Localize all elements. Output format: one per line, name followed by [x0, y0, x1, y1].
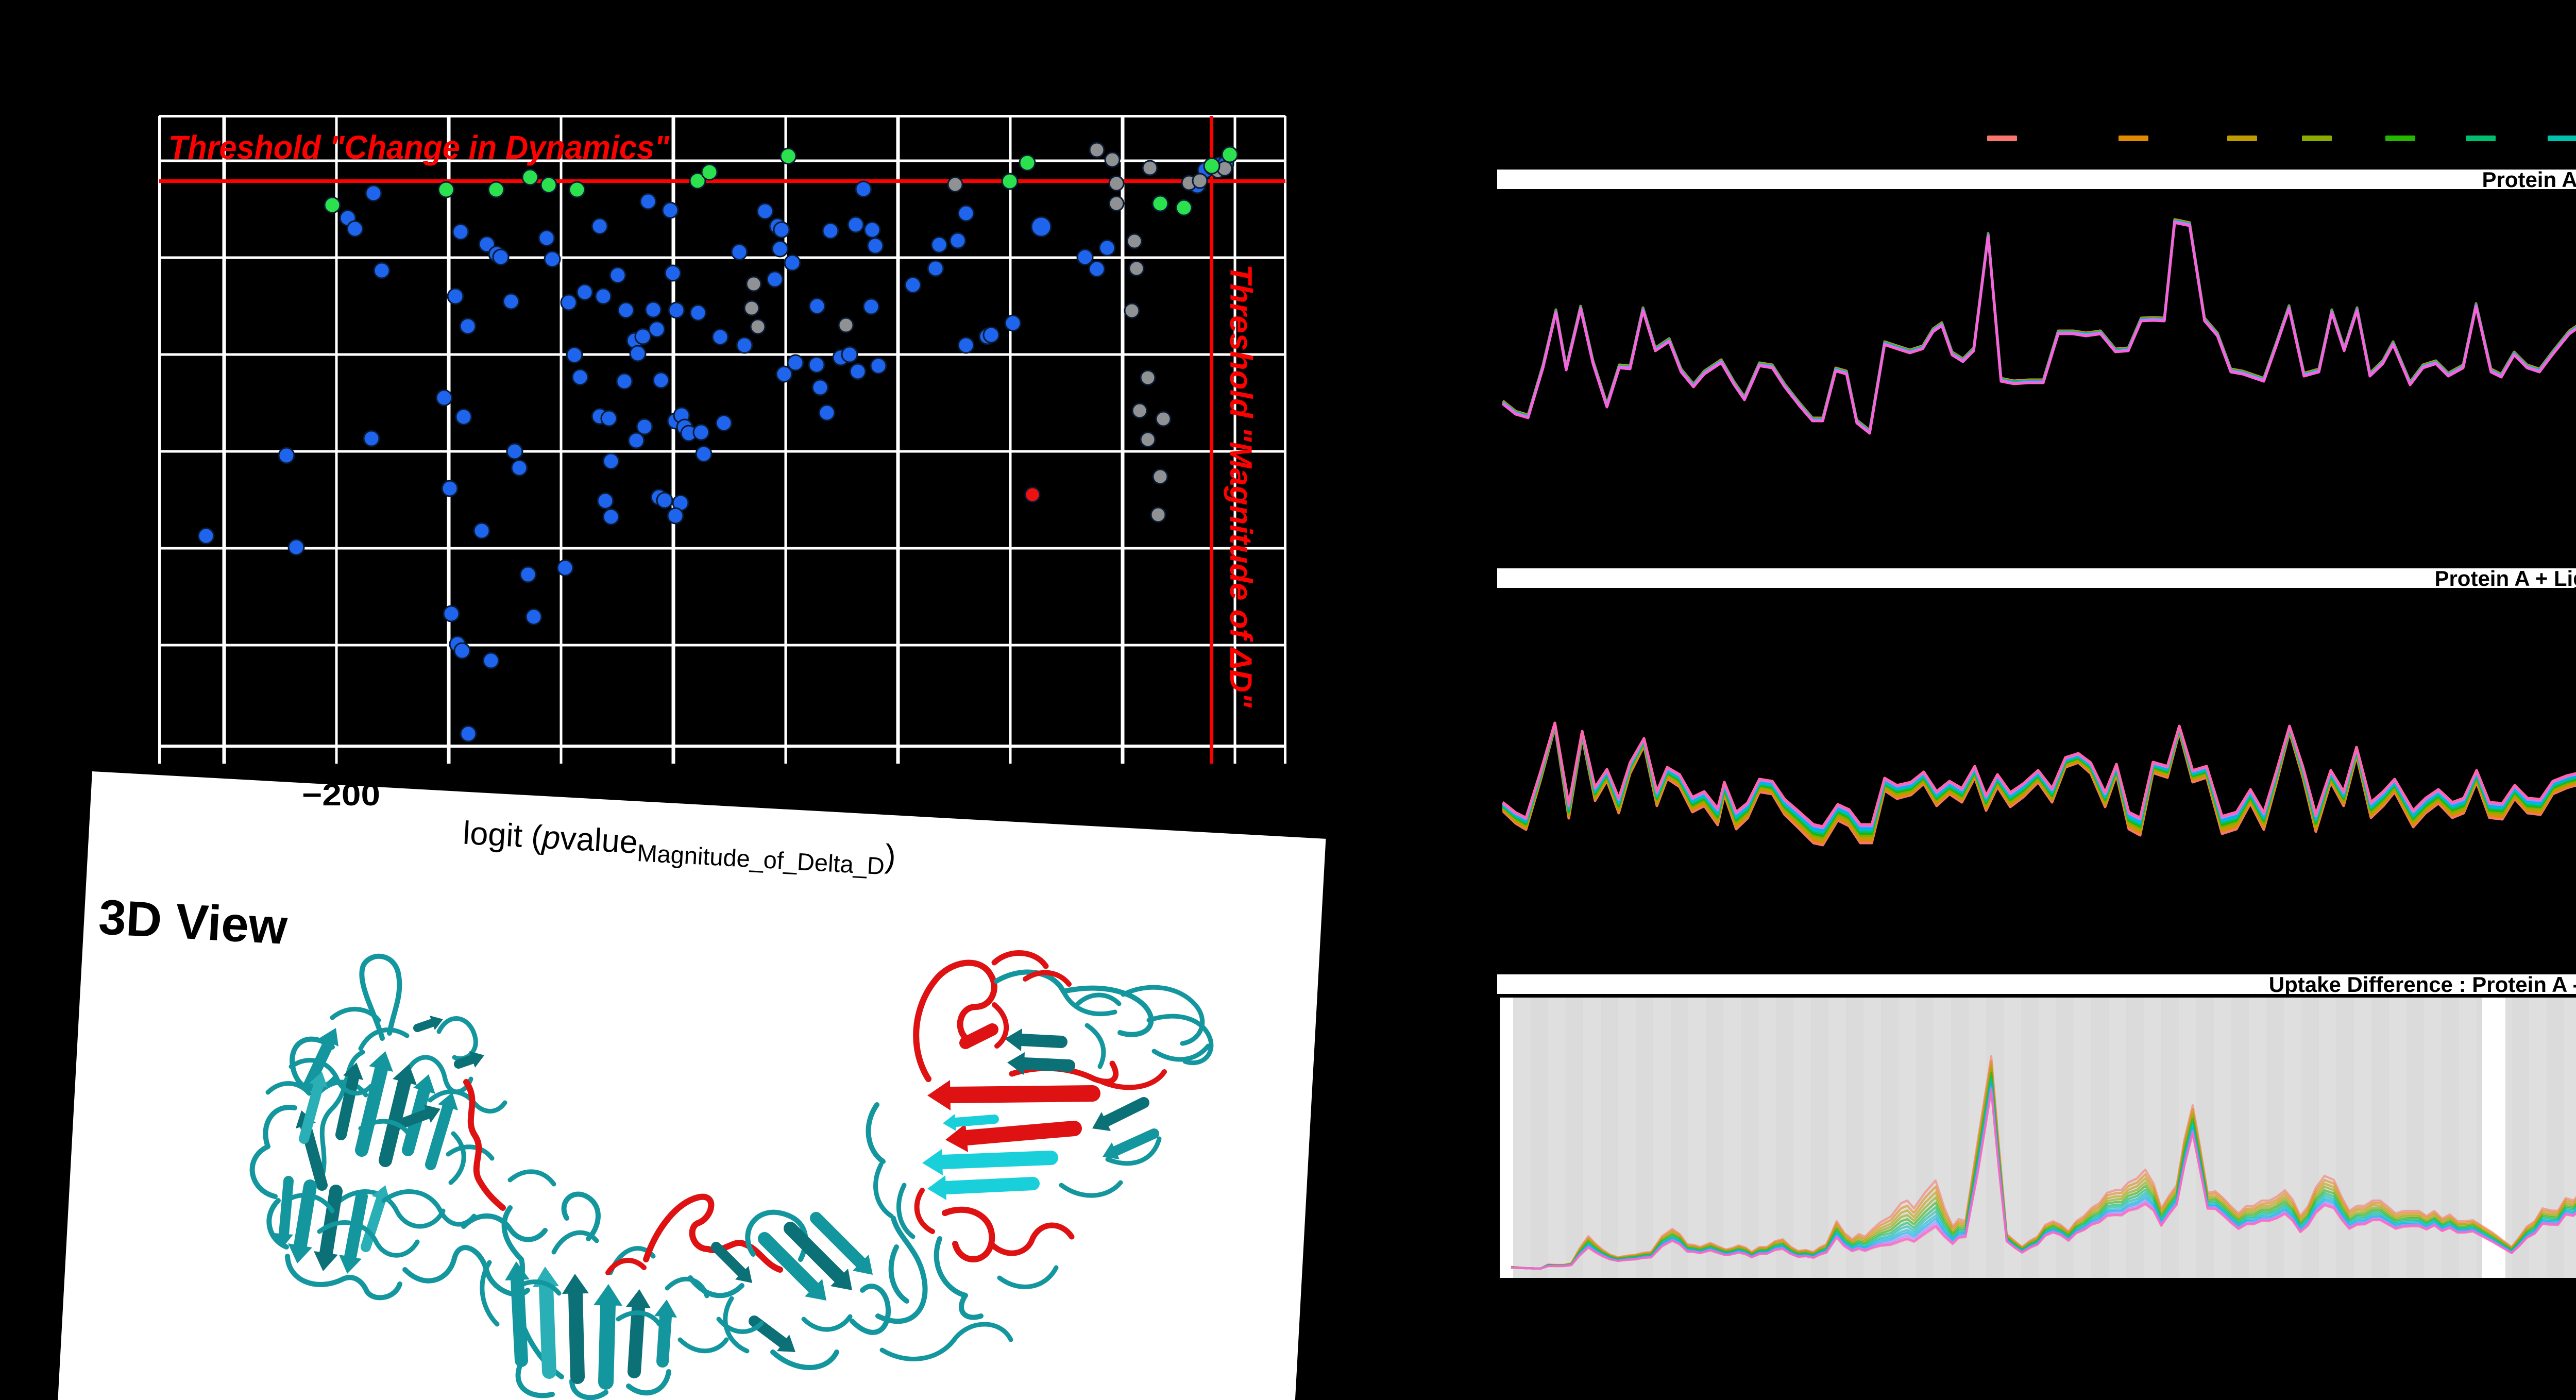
- svg-text:Uptake Difference : Protein A: Uptake Difference : Protein A - (Protein…: [2269, 972, 2576, 997]
- svg-text:3D View: 3D View: [97, 889, 289, 955]
- svg-text:Protein A + Ligand: Protein A + Ligand: [2434, 566, 2576, 591]
- svg-text:−200: −200: [302, 778, 380, 812]
- svg-text:Threshold "Change in Dynamics": Threshold "Change in Dynamics": [168, 129, 670, 166]
- svg-text:Protein A: Protein A: [2482, 167, 2576, 192]
- svg-text:Threshold "Magnitude of ΔD": Threshold "Magnitude of ΔD": [1224, 264, 1258, 709]
